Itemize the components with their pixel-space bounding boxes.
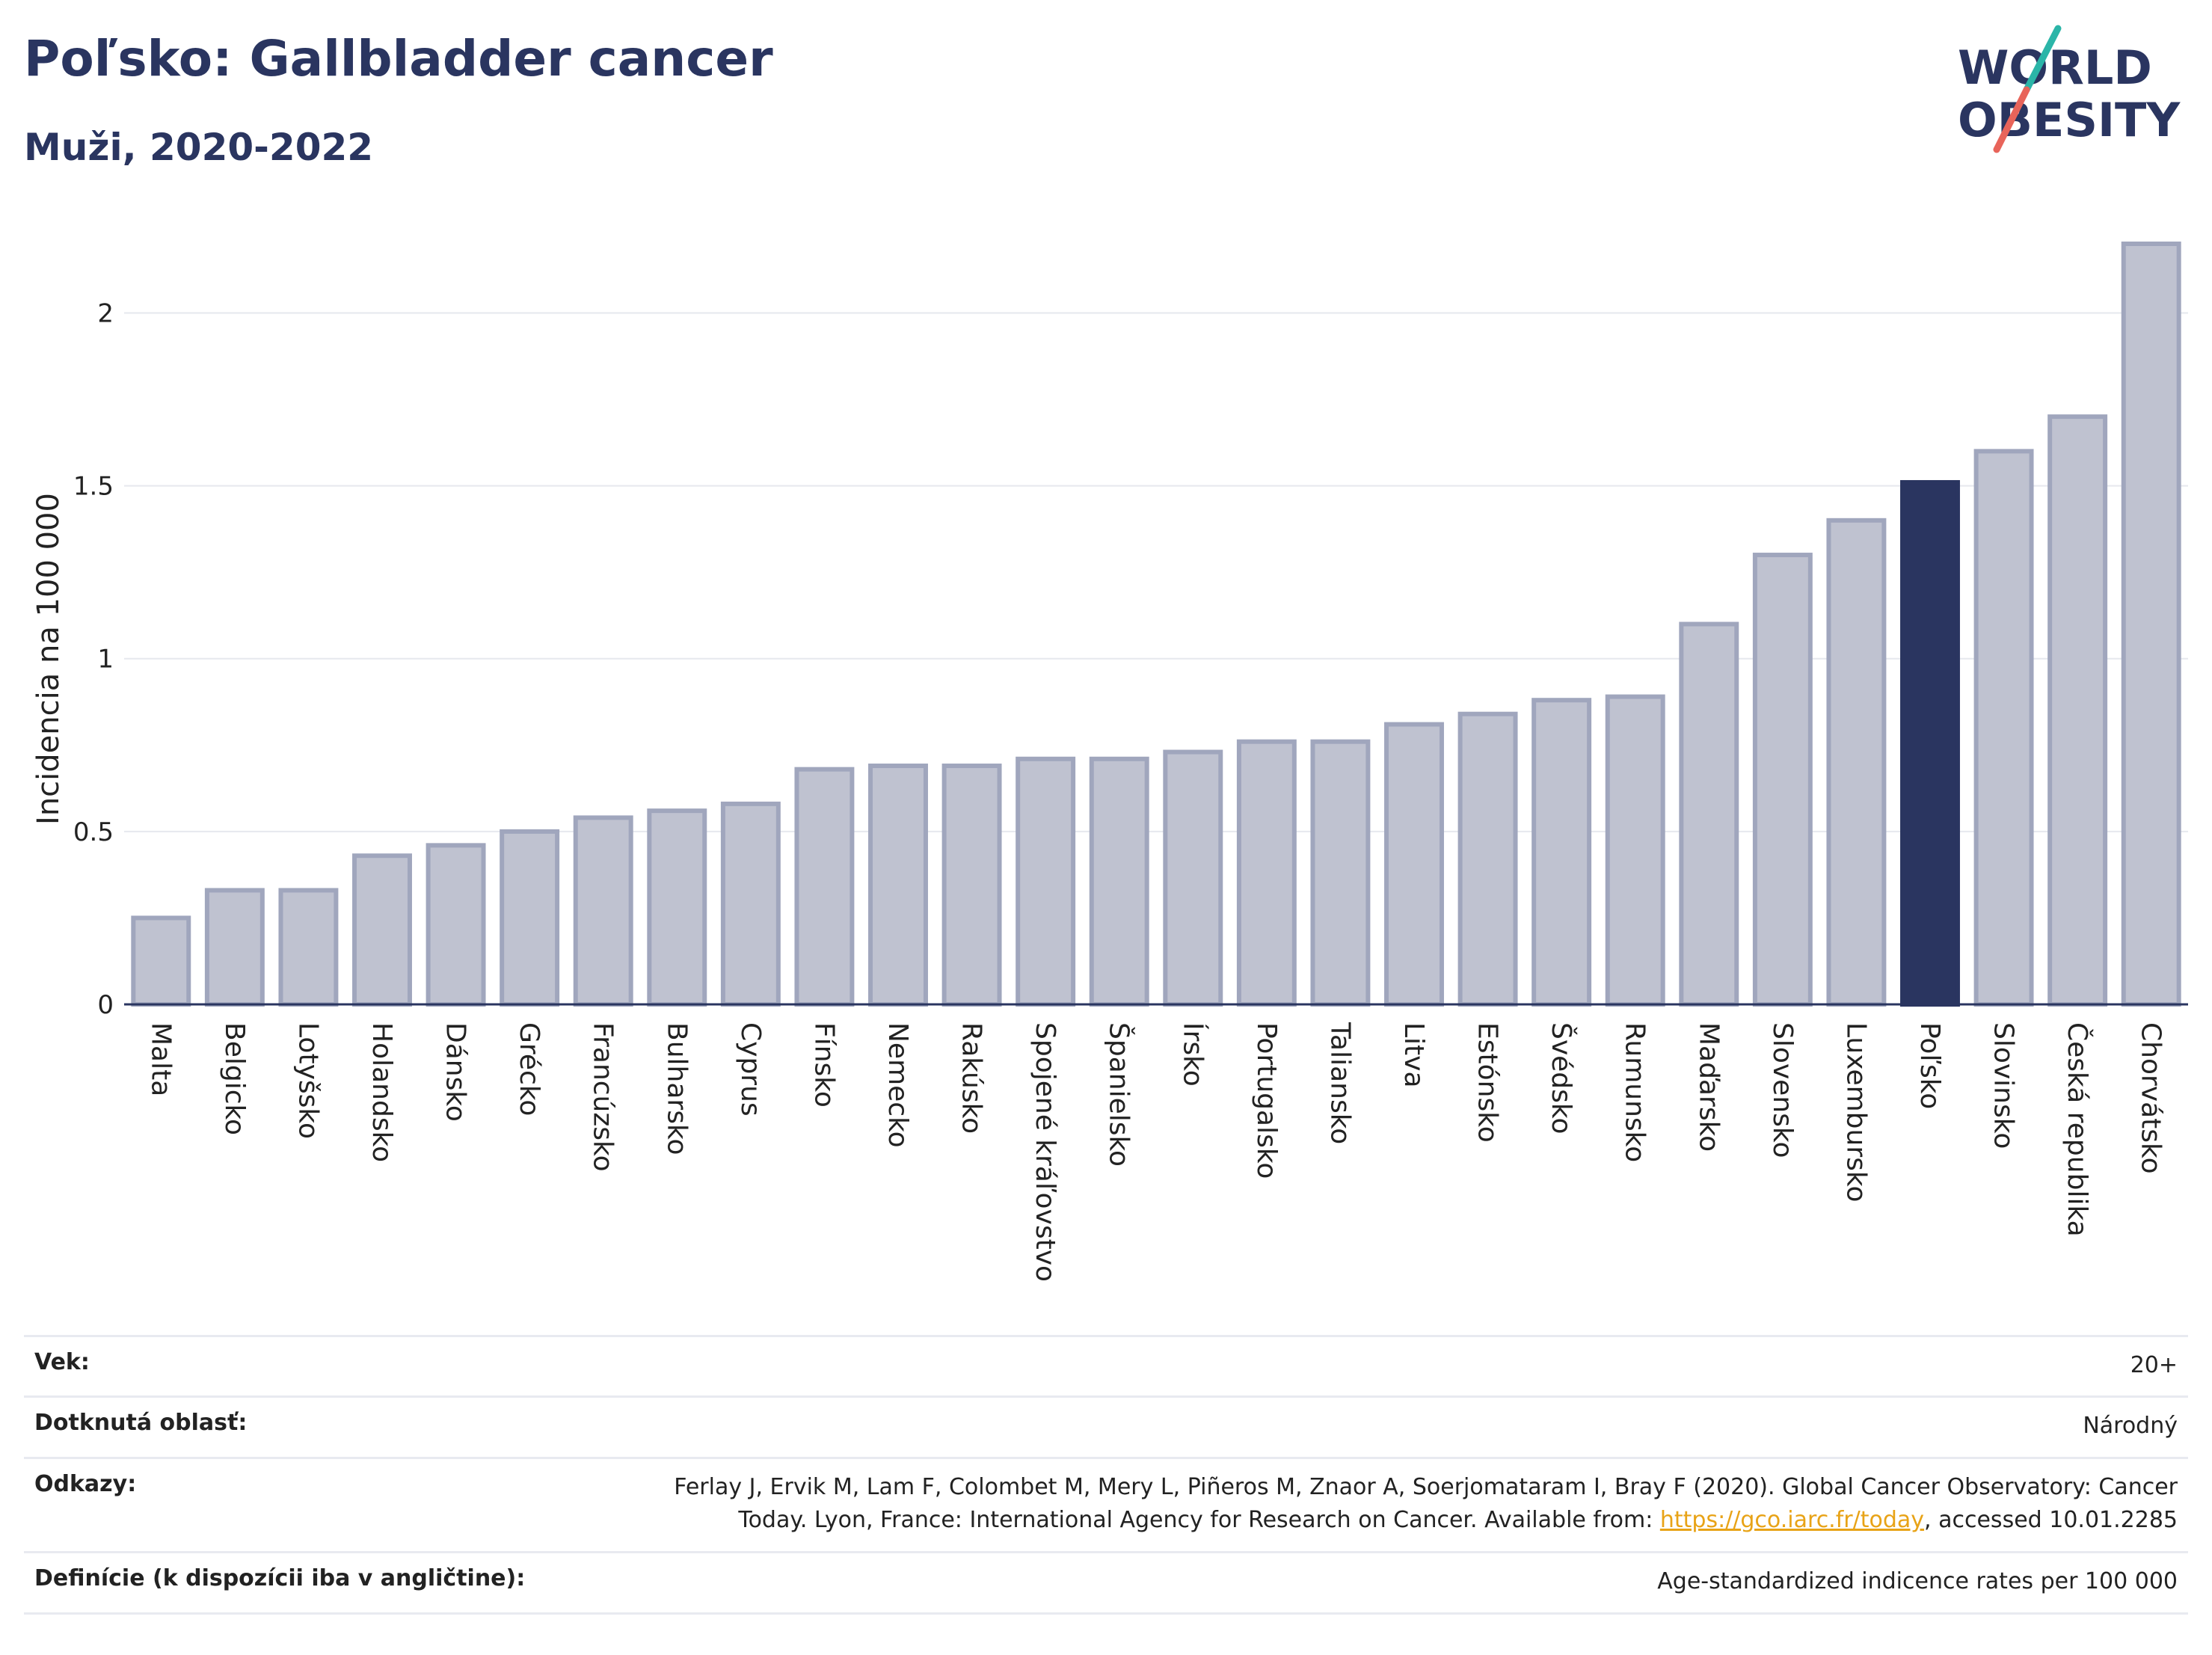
- bar-18: [1384, 722, 1444, 1007]
- bar-25: [1900, 479, 1960, 1007]
- y-tick-labels: 0 0.5 1 1.5 2: [73, 298, 114, 1020]
- bar-14: [1089, 756, 1149, 1007]
- x-tick-label: Cyprus: [735, 1022, 766, 1117]
- bar-17: [1310, 739, 1371, 1007]
- age-label: Vek:: [34, 1349, 90, 1375]
- references-text: Ferlay J, Ervik M, Lam F, Colombet M, Me…: [674, 1474, 2178, 1533]
- y-tick-label: 0.5: [73, 817, 114, 847]
- area-label: Dotknutá oblasť:: [34, 1410, 248, 1436]
- logo-line1: WORLD: [1958, 40, 2152, 95]
- references-link[interactable]: https://gco.iarc.fr/today: [1659, 1507, 1925, 1533]
- x-tick-label: Taliansko: [1324, 1022, 1355, 1144]
- logo-slash-top: [2023, 25, 2062, 93]
- bar-19: [1457, 711, 1518, 1007]
- meta-row-definitions: Definície (k dispozícii iba v angličtine…: [24, 1553, 2188, 1615]
- y-tick-label: 1.5: [73, 472, 114, 502]
- x-tick-label: Belgicko: [219, 1022, 250, 1135]
- x-tick-label: Fínsko: [808, 1022, 839, 1108]
- x-tick-label: Dánsko: [440, 1022, 471, 1122]
- chart-title: Poľsko: Gallbladder cancer: [24, 30, 773, 87]
- bar-11: [868, 764, 928, 1007]
- bar-chart: 0 0.5 1 1.5 2 Malta Belgicko Lotyšsko Holandsko…: [31, 242, 2188, 1282]
- x-tick-label: Malta: [145, 1022, 176, 1096]
- bar-27: [2047, 414, 2108, 1007]
- bar-7: [573, 815, 633, 1007]
- logo-slash-bottom: [1993, 86, 2030, 153]
- world-obesity-logo: WORLD OBESITY: [1958, 25, 2181, 153]
- bar-2: [204, 888, 265, 1007]
- bar-22: [1679, 621, 1739, 1007]
- bar-9: [720, 801, 781, 1007]
- x-tick-label: Rakúsko: [956, 1022, 987, 1134]
- bar-20: [1531, 698, 1592, 1007]
- bar-3: [278, 888, 339, 1007]
- age-value: 20+: [2130, 1352, 2178, 1378]
- x-tick-label: Estónsko: [1472, 1022, 1503, 1143]
- y-tick-label: 1: [97, 645, 114, 675]
- bar-24: [1826, 518, 1887, 1007]
- x-tick-label: Slovensko: [1767, 1022, 1798, 1158]
- x-tick-label: Írsko: [1177, 1022, 1208, 1087]
- meta-row-area: Dotknutá oblasť: Národný: [24, 1398, 2188, 1459]
- x-tick-label: Poľsko: [1914, 1022, 1945, 1109]
- bar-21: [1605, 694, 1665, 1007]
- x-tick-label: Portugalsko: [1251, 1022, 1282, 1179]
- y-tick-label: 2: [97, 298, 114, 328]
- area-value: Národný: [2083, 1413, 2178, 1439]
- bar-8: [647, 808, 707, 1007]
- bar-16: [1236, 739, 1297, 1007]
- bar-10: [794, 767, 855, 1007]
- bar-12: [941, 764, 1002, 1007]
- x-tick-label: Maďarsko: [1693, 1022, 1724, 1152]
- y-axis-label: Incidencia na 100 000: [31, 493, 66, 825]
- x-tick-label: Chorvátsko: [2136, 1022, 2166, 1174]
- references-label: Odkazy:: [34, 1471, 137, 1497]
- x-tick-label: Francúzsko: [588, 1022, 618, 1172]
- x-tick-label: Česká republika: [2062, 1022, 2093, 1237]
- x-tick-label: Bulharsko: [661, 1022, 692, 1155]
- x-tick-label: Spojené kráľovstvo: [1030, 1022, 1060, 1282]
- bar-15: [1163, 749, 1223, 1007]
- x-tick-label: Rumunsko: [1620, 1022, 1650, 1162]
- bar-26: [1973, 449, 2034, 1007]
- x-tick-label: Litva: [1398, 1022, 1429, 1088]
- metadata-table: Vek: 20+ Dotknutá oblasť: Národný Odkazy…: [24, 1335, 2188, 1615]
- x-tick-label: Slovinsko: [1988, 1022, 2019, 1149]
- x-tick-label: Holandsko: [366, 1022, 397, 1162]
- x-tick-label: Nemecko: [882, 1022, 913, 1148]
- logo-line2: OBESITY: [1958, 93, 2181, 147]
- bar-6: [500, 829, 560, 1007]
- x-tick-labels: Malta Belgicko Lotyšsko Holandsko Dánsko Gréc…: [145, 1022, 2166, 1282]
- chart-subtitle: Muži, 2020-2022: [24, 126, 374, 169]
- meta-row-age: Vek: 20+: [24, 1337, 2188, 1398]
- bar-5: [425, 843, 486, 1007]
- x-tick-label: Španielsko: [1104, 1022, 1135, 1167]
- bar-13: [1016, 756, 1076, 1007]
- references-accessed: , accessed 10.01.2285: [1924, 1507, 2178, 1533]
- bar-1: [131, 915, 191, 1007]
- references-value: Ferlay J, Ervik M, Lam F, Colombet M, Me…: [607, 1471, 2178, 1537]
- definitions-value: Age-standardized indicence rates per 100…: [1657, 1568, 2178, 1594]
- x-tick-label: Luxembursko: [1840, 1022, 1871, 1202]
- x-tick-label: Lotyšsko: [292, 1022, 323, 1139]
- x-tick-label: Grécko: [514, 1022, 544, 1116]
- definitions-label: Definície (k dispozícii iba v angličtine…: [34, 1565, 526, 1591]
- y-tick-label: 0: [97, 990, 114, 1020]
- x-tick-label: Švédsko: [1546, 1022, 1577, 1134]
- meta-row-references: Odkazy: Ferlay J, Ervik M, Lam F, Colomb…: [24, 1459, 2188, 1553]
- bar-23: [1752, 553, 1813, 1007]
- bars-layer: [131, 242, 2181, 1007]
- bar-4: [352, 853, 412, 1007]
- bar-28: [2121, 242, 2181, 1007]
